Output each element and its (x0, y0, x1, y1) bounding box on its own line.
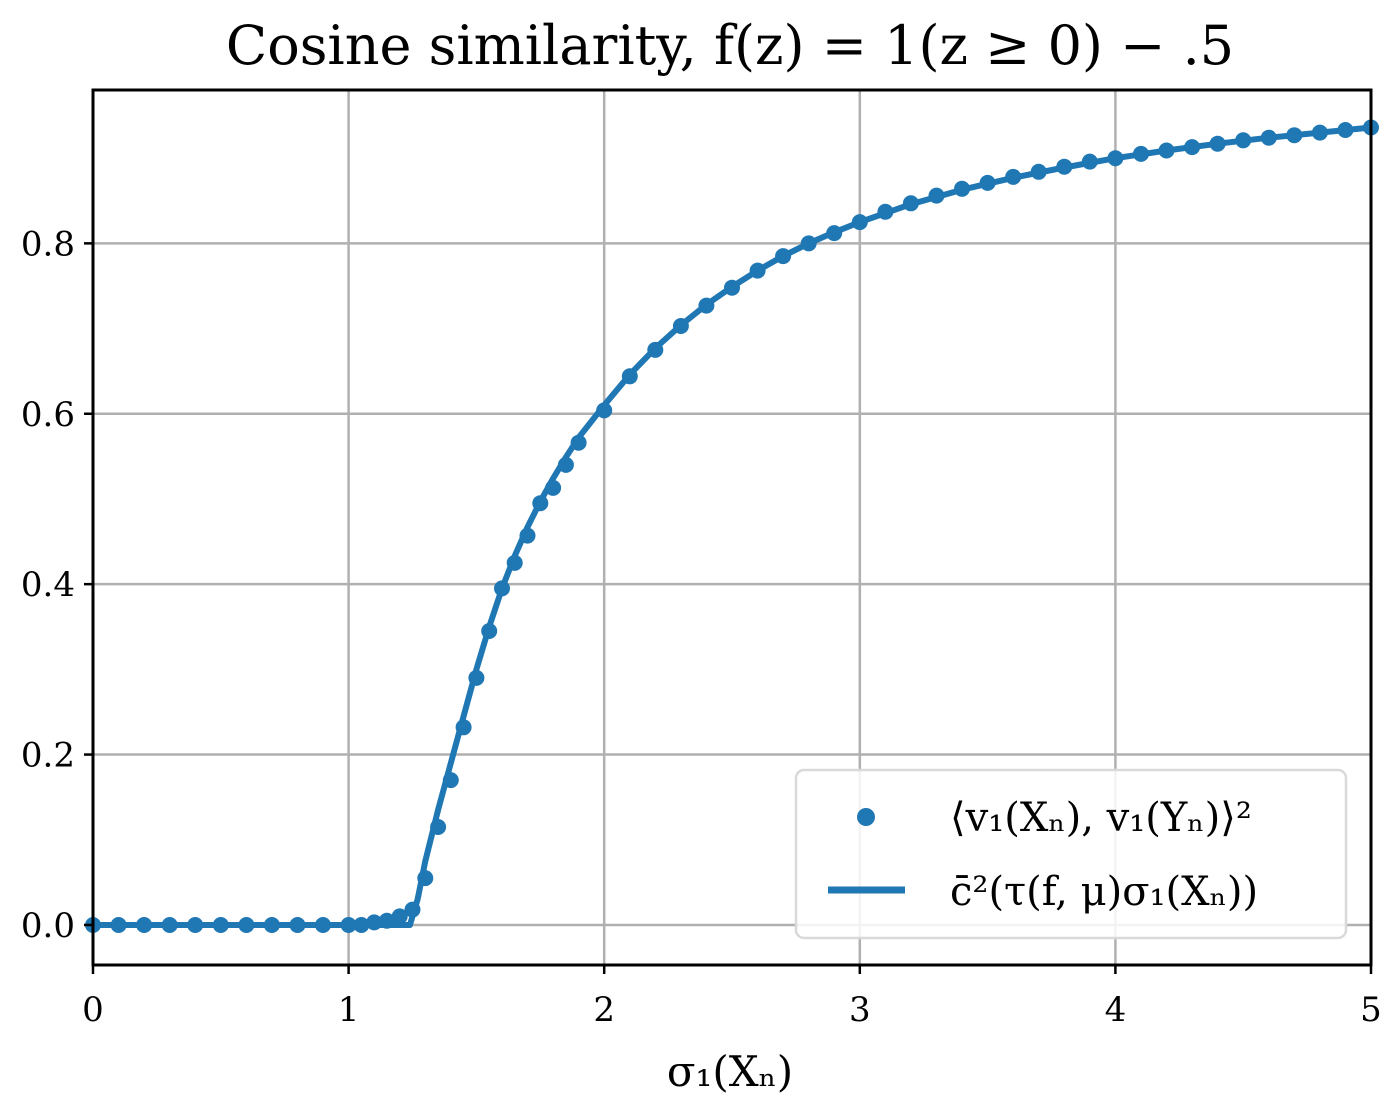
x-axis-label: σ₁(Xₙ) (667, 1047, 793, 1096)
data-point (353, 917, 370, 933)
data-point (545, 479, 562, 496)
data-point (979, 174, 996, 191)
y-tick-label: 0.0 (21, 906, 75, 946)
data-point (749, 262, 766, 279)
data-point (826, 225, 843, 242)
x-tick-label: 1 (338, 990, 360, 1030)
x-tick-label: 2 (593, 990, 615, 1030)
series-points-layer (85, 119, 1379, 933)
data-point (557, 456, 574, 473)
data-point (506, 554, 523, 571)
data-point (1133, 145, 1149, 162)
data-point (315, 917, 331, 933)
x-tick-label: 3 (849, 990, 871, 1030)
data-point (851, 214, 868, 231)
data-point (161, 917, 178, 933)
data-point (455, 719, 472, 736)
data-point (902, 195, 919, 212)
y-tick-label: 0.2 (21, 736, 75, 776)
plot-frame (91, 88, 1373, 967)
data-point (775, 248, 792, 265)
data-point (340, 917, 357, 933)
data-point (647, 341, 664, 358)
chart-title: Cosine similarity, f(z) = 1(z ≥ 0) − .5 (226, 14, 1234, 77)
ticks: 0 1 2 3 4 5 0.0 0.2 0.4 0.6 0.8 (21, 224, 1382, 1030)
legend-label-line: c̄²(τ(f, μ)σ₁(Xₙ)) (950, 869, 1258, 915)
data-point (430, 819, 447, 835)
data-point (238, 917, 255, 933)
data-point (928, 187, 945, 204)
y-tick-label: 0.6 (21, 395, 75, 435)
data-point (1030, 163, 1047, 180)
data-point (442, 772, 459, 789)
data-point (519, 527, 536, 544)
data-point (404, 901, 421, 918)
data-point (1235, 132, 1252, 149)
data-point (391, 908, 408, 925)
data-point (1337, 122, 1354, 138)
data-point (1311, 124, 1328, 141)
data-point (1286, 127, 1303, 144)
data-point (877, 203, 894, 220)
data-point (366, 914, 383, 931)
data-point (417, 870, 434, 887)
legend-label-points: ⟨v₁(Xₙ), v₁(Yₙ)⟩² (950, 795, 1252, 841)
data-point (1260, 129, 1277, 146)
data-point (532, 495, 549, 512)
data-point (212, 917, 229, 933)
data-point (672, 318, 689, 334)
data-point (1107, 150, 1124, 167)
data-point (481, 623, 498, 639)
y-tick-label: 0.8 (21, 224, 75, 264)
legend: ⟨v₁(Xₙ), v₁(Yₙ)⟩² c̄²(τ(f, μ)σ₁(Xₙ)) (794, 768, 1348, 940)
data-point (1158, 142, 1175, 159)
data-point (724, 279, 740, 296)
data-point (1081, 153, 1098, 170)
y-tick-label: 0.4 (21, 565, 75, 605)
data-point (954, 180, 970, 197)
data-point (1056, 158, 1073, 175)
data-point (289, 917, 306, 933)
data-point (187, 917, 204, 933)
data-point (1209, 135, 1226, 152)
data-point (621, 368, 638, 385)
data-point (698, 297, 715, 314)
legend-box (794, 768, 1348, 940)
x-tick-label: 4 (1105, 990, 1127, 1030)
data-point (263, 917, 280, 933)
data-point (378, 912, 395, 929)
legend-marker-points (857, 808, 875, 826)
x-tick-label: 0 (82, 990, 104, 1030)
data-point (570, 434, 587, 451)
data-point (1005, 168, 1022, 185)
data-point (136, 917, 153, 933)
data-point (1184, 139, 1201, 156)
data-point (596, 402, 613, 419)
data-point (468, 669, 485, 686)
data-point (494, 580, 510, 597)
data-point (800, 235, 817, 252)
x-tick-label: 5 (1360, 990, 1382, 1030)
data-point (110, 917, 127, 933)
